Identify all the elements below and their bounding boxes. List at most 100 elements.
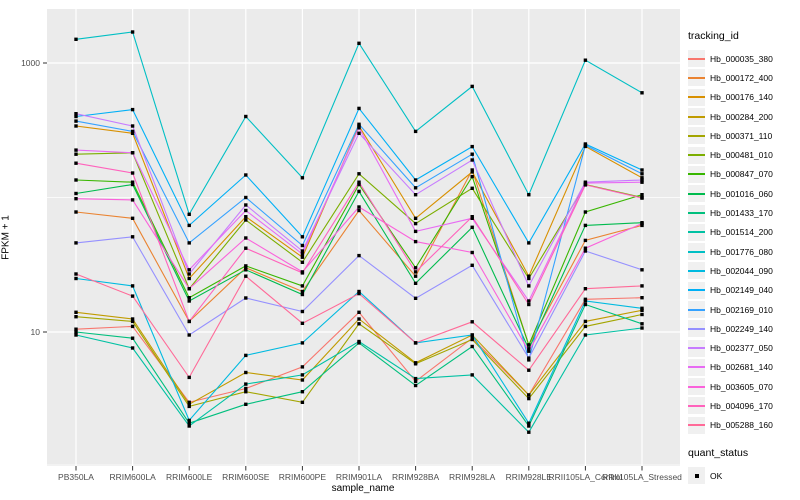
data-point [300, 341, 305, 345]
data-point [130, 124, 135, 128]
data-point [130, 324, 135, 329]
data-point [300, 292, 305, 297]
data-point [130, 107, 135, 112]
legend-key-swatch [688, 269, 705, 272]
legend-item: Hb_003605_070 [688, 377, 798, 396]
data-point [130, 284, 135, 288]
data-point [300, 255, 305, 259]
data-point [527, 356, 531, 360]
quant-legend-items: OK [688, 466, 798, 485]
data-point [413, 362, 418, 366]
data-point [187, 223, 191, 228]
data-point [74, 241, 78, 245]
legend-item-label: Hb_002681_140 [710, 362, 773, 373]
data-point [187, 333, 191, 337]
data-point [244, 203, 248, 207]
data-point [300, 309, 305, 314]
data-point [413, 216, 418, 220]
legend-key [688, 127, 705, 145]
data-point [527, 241, 531, 245]
data-point [244, 236, 248, 240]
data-point [527, 347, 531, 351]
data-point [470, 250, 474, 255]
data-point [74, 119, 78, 123]
data-point [187, 296, 191, 300]
legend-items: Hb_000035_380 Hb_000172_400 Hb_000176_140 H… [688, 49, 798, 435]
data-point [413, 296, 418, 300]
data-point [300, 284, 305, 288]
data-point [640, 178, 644, 182]
legend-key-swatch [688, 134, 705, 137]
data-point [583, 302, 588, 307]
legend-item-label: Hb_003605_070 [710, 381, 773, 392]
legend-item: Hb_000481_010 [688, 145, 798, 164]
legend-item-label: Hb_000035_380 [710, 53, 773, 64]
data-point [583, 249, 588, 253]
legend-item-label: Hb_002149_040 [710, 285, 773, 296]
data-point [583, 319, 588, 324]
legend-key-swatch [688, 154, 705, 157]
data-point [640, 312, 644, 317]
data-point [470, 373, 474, 377]
data-point [74, 310, 78, 314]
data-point [244, 215, 248, 219]
data-point [300, 252, 305, 256]
data-point [187, 241, 191, 245]
legend-item-label: Hb_000481_010 [710, 150, 773, 161]
data-point [244, 246, 248, 250]
legend-item: Hb_002169_010 [688, 300, 798, 319]
data-point [357, 131, 361, 135]
data-point [413, 376, 418, 381]
data-point [527, 430, 531, 434]
legend: tracking_id Hb_000035_380 Hb_000172_400 Hb… [688, 30, 798, 485]
legend-item-label: Hb_001776_080 [710, 246, 773, 257]
y-tick-label: 1000 [21, 58, 40, 68]
data-point [470, 320, 474, 324]
data-point [130, 235, 135, 239]
data-point [130, 182, 135, 187]
data-point [74, 330, 78, 334]
data-point [470, 186, 474, 190]
data-point [357, 310, 361, 314]
legend-item: Hb_004096_170 [688, 396, 798, 415]
data-point [357, 339, 361, 344]
data-point [357, 182, 361, 187]
data-point [640, 176, 644, 180]
data-point [187, 421, 191, 425]
legend-key-swatch [688, 231, 705, 234]
data-point [583, 183, 588, 187]
legend-item: Hb_001433_170 [688, 203, 798, 222]
data-point [527, 274, 531, 278]
data-point [527, 368, 531, 372]
legend-item-label: Hb_000172_400 [710, 72, 773, 83]
data-point [300, 235, 305, 239]
legend-key [688, 243, 705, 261]
data-point [470, 344, 474, 349]
data-point [300, 271, 305, 275]
data-point [244, 390, 248, 394]
data-point [74, 333, 78, 337]
data-point [244, 296, 248, 300]
data-point [130, 336, 135, 340]
data-point [527, 193, 531, 197]
legend-item-label: Hb_002377_050 [710, 343, 773, 354]
data-point [470, 337, 474, 342]
data-point [300, 378, 305, 382]
x-tick-label: RRIM600LA [109, 472, 156, 482]
legend-key-swatch [688, 96, 705, 99]
data-point [187, 375, 191, 380]
data-point [413, 383, 418, 388]
data-point [470, 174, 474, 179]
data-point [244, 386, 248, 391]
legend-key [688, 358, 705, 376]
legend-item-label: Hb_001514_200 [710, 227, 773, 238]
data-point [470, 225, 474, 229]
data-point [130, 129, 135, 134]
data-point [300, 321, 305, 325]
data-point [470, 168, 474, 172]
data-point [640, 172, 644, 176]
data-point [300, 249, 305, 253]
data-point [413, 178, 418, 182]
legend-key [688, 416, 705, 434]
data-point [187, 268, 191, 272]
